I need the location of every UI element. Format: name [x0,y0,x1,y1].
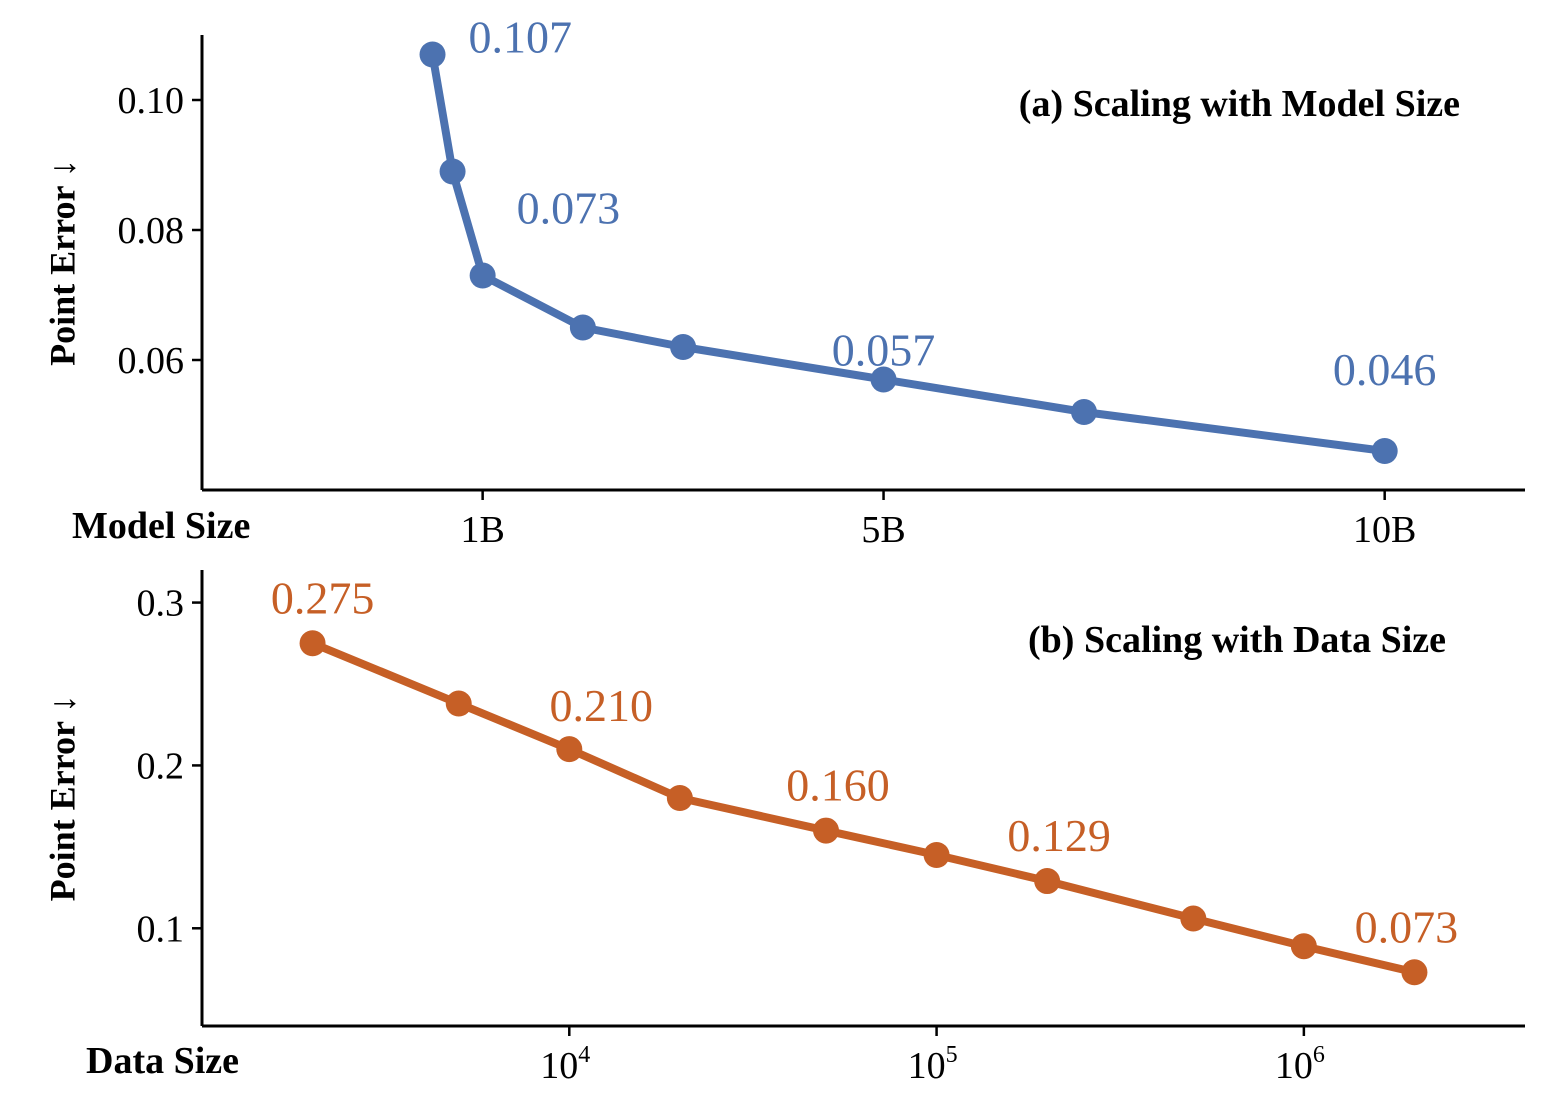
x-tick-label: 104 [540,1042,590,1087]
data-point [439,158,466,185]
panel-title: (b) Scaling with Data Size [1028,619,1446,661]
data-point [445,690,472,717]
data-point [299,630,326,657]
data-point [670,334,697,360]
x-tick-label: 1B [460,509,504,551]
y-tick-label: 0.2 [137,745,185,787]
x-tick-label: 10B [1353,509,1416,551]
data-label: 0.073 [1355,901,1459,952]
x-tick-exponent: 5 [946,1042,958,1068]
x-tick-base: 10 [540,1045,578,1087]
data-label: 0.129 [1007,810,1111,861]
x-tick-exponent: 4 [578,1042,590,1068]
data-label: 0.057 [832,325,936,376]
data-point [666,785,693,811]
y-axis-label: Point Error ↓ [43,159,83,366]
y-tick-label: 0.10 [118,80,185,122]
data-point [870,366,897,393]
data-point [923,842,950,868]
data-label: 0.275 [271,572,375,623]
x-tick-exponent: 6 [1313,1042,1325,1068]
x-tick-label: 106 [1275,1042,1325,1087]
data-point [813,817,840,844]
x-tick-label: 105 [908,1042,958,1087]
series-line [428,50,1389,455]
data-point [1401,959,1428,986]
data-point [1034,868,1061,895]
data-point [469,262,496,289]
data-point [1290,933,1317,960]
data-point [1071,399,1097,425]
data-point [569,314,596,341]
x-tick-base: 10 [1275,1045,1313,1087]
data-label: 0.073 [517,183,621,234]
x-axis-label: Model Size [72,505,250,547]
panel-model-size: 0.06 0.08 0.10 1B 5B 10B Point Error ↓ Model Si… [43,12,1525,551]
data-label: 0.210 [550,680,654,731]
y-tick-label: 0.1 [137,908,185,950]
y-axis-label: Point Error ↓ [43,695,83,902]
data-point [1371,438,1398,464]
data-point [556,736,583,763]
data-label: 0.046 [1333,344,1437,395]
data-point [1180,905,1207,932]
x-axis-label: Data Size [86,1040,239,1082]
series-line [308,639,1419,977]
data-label: 0.160 [786,760,890,811]
y-tick-label: 0.06 [118,340,185,382]
y-tick-label: 0.08 [118,210,185,252]
x-tick-base: 10 [908,1045,946,1087]
x-tick-label: 5B [861,509,905,551]
y-tick-label: 0.3 [137,583,185,625]
data-point [419,41,446,68]
data-label: 0.107 [469,12,572,63]
panel-title: (a) Scaling with Model Size [1019,83,1460,125]
